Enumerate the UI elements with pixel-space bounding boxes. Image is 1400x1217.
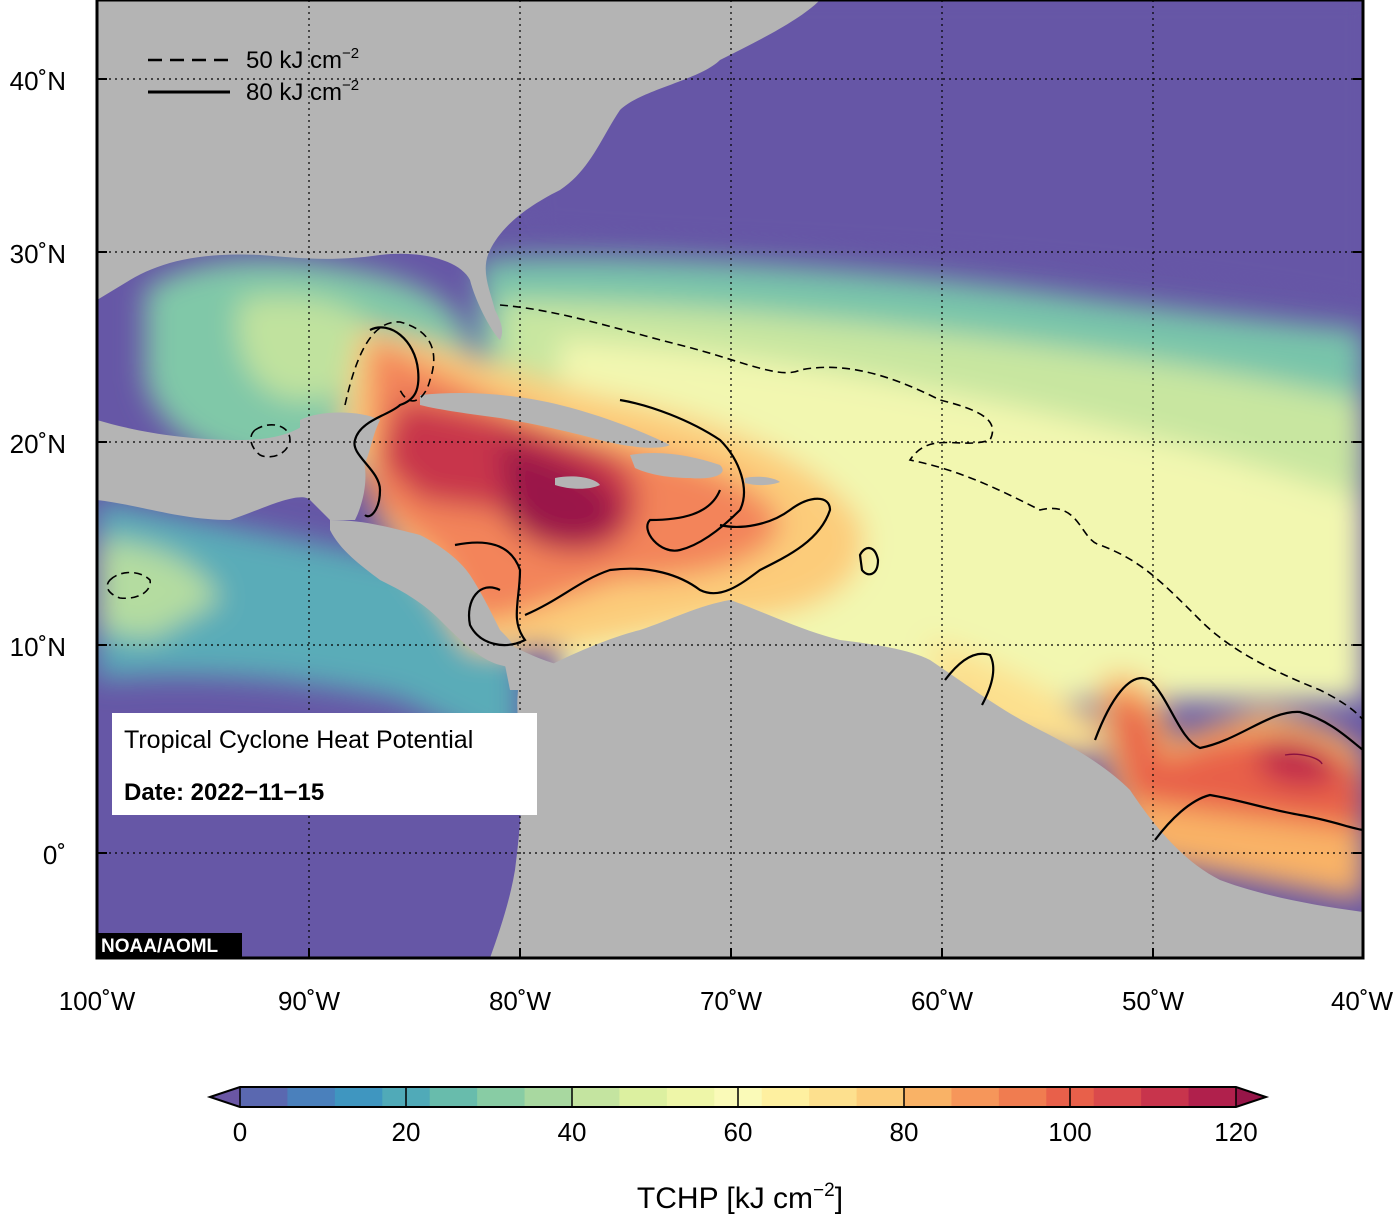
colorbar-bin: [429, 1087, 478, 1107]
contour-80: [944, 652, 995, 706]
colorbar-ticks: [239, 1087, 1237, 1107]
colorbar-bin: [809, 1087, 858, 1107]
colorbar-bin: [619, 1087, 668, 1107]
colorbar-label-main: TCHP [kJ cm: [637, 1182, 813, 1215]
colorbar-bin: [524, 1087, 573, 1107]
colorbar-label: TCHP [kJ cm−2]: [637, 1180, 843, 1215]
colorbar-bin: [572, 1087, 620, 1107]
colorbar-label-close: ]: [835, 1182, 843, 1215]
axis-ticks: [97, 78, 1363, 958]
colorbar-over-arrow: [1236, 1087, 1266, 1107]
colorbar-bin: [1093, 1087, 1142, 1107]
lon-label: 90˚W: [278, 986, 341, 1016]
colorbar-bin: [856, 1087, 905, 1107]
legend-dashed-text: 50 kJ cm−2: [246, 45, 359, 74]
colorbar-tick-label: 0: [233, 1117, 247, 1147]
lon-label: 80˚W: [489, 986, 552, 1016]
land: [97, 0, 1363, 958]
colorbar-bin: [334, 1087, 383, 1107]
contour-80: [454, 541, 527, 647]
contour-80: [1093, 677, 1363, 751]
map-panel: [97, 0, 1363, 958]
lat-label: 20˚N: [10, 429, 66, 459]
lat-label: 10˚N: [10, 632, 66, 662]
colorbar-bin: [904, 1087, 952, 1107]
contour-50: [344, 321, 435, 406]
contour-50: [499, 304, 1363, 721]
info-date: Date: 2022−11−15: [124, 779, 324, 806]
info-box: Tropical Cyclone Heat Potential Date: 20…: [112, 713, 537, 815]
colorbar-tick-label: 60: [724, 1117, 753, 1147]
colorbar-bin: [240, 1087, 288, 1107]
colorbar-bin: [951, 1087, 1000, 1107]
colorbar-tick-label: 80: [890, 1117, 919, 1147]
colorbar-bin: [287, 1087, 336, 1107]
colorbar-bin: [477, 1087, 526, 1107]
contours: [106, 304, 1363, 841]
lon-label: 50˚W: [1122, 986, 1185, 1016]
colorbar-bin: [1188, 1087, 1237, 1107]
lon-label: 70˚W: [700, 986, 763, 1016]
colorbar-bin: [998, 1087, 1047, 1107]
colorbar-label-exp: −2: [813, 1180, 835, 1201]
lat-label: 30˚N: [10, 239, 66, 269]
contour-80: [858, 547, 880, 576]
lat-label: 0˚: [43, 840, 66, 870]
colorbar-tick-label: 20: [392, 1117, 421, 1147]
contour-80: [619, 398, 745, 552]
contour-80: [353, 326, 420, 518]
contour-80: [1284, 753, 1323, 765]
legend-solid-label: 80 kJ cm: [246, 79, 342, 106]
lon-label: 40˚W: [1331, 986, 1394, 1016]
colorbar-bin: [1141, 1087, 1190, 1107]
credit-bg: [97, 933, 242, 958]
info-title: Tropical Cyclone Heat Potential: [124, 726, 473, 754]
lon-label: 100˚W: [59, 986, 136, 1016]
lat-label: 40˚N: [10, 66, 66, 96]
colorbar-bin: [666, 1087, 715, 1107]
legend-solid-text: 80 kJ cm−2: [246, 77, 359, 106]
legend-dashed-exp: −2: [342, 45, 359, 62]
lon-label: 60˚W: [911, 986, 974, 1016]
colorbar-tick-label: 40: [558, 1117, 587, 1147]
colorbar-tick-label: 120: [1214, 1117, 1257, 1147]
contour-80: [1154, 793, 1363, 841]
info-box-bg: [112, 713, 537, 815]
colorbar: [206, 1086, 1270, 1108]
colorbar-under-arrow: [210, 1087, 240, 1107]
contour-50: [106, 571, 151, 600]
credit-label: NOAA/AOML: [101, 936, 219, 957]
colorbar-bin: [761, 1087, 810, 1107]
contour-legend: 50 kJ cm−2 80 kJ cm−2: [148, 45, 359, 106]
legend-solid-exp: −2: [342, 77, 359, 94]
contour-80: [524, 497, 832, 617]
legend-dashed-label: 50 kJ cm: [246, 47, 342, 74]
colorbar-tick-label: 100: [1048, 1117, 1091, 1147]
